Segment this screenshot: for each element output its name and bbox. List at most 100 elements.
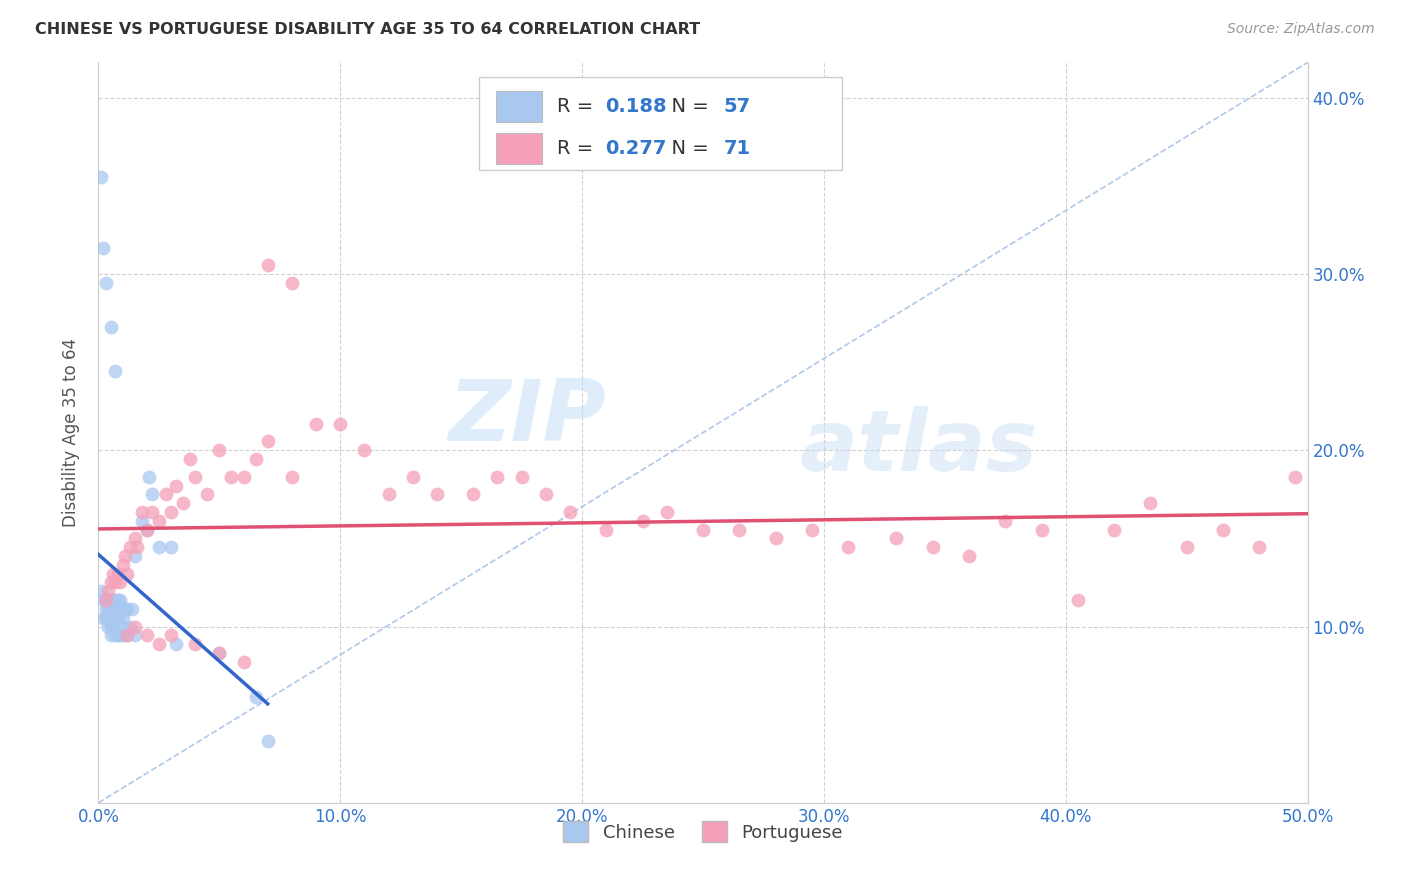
Text: N =: N = <box>659 97 716 116</box>
Point <box>1031 523 1053 537</box>
Legend: Chinese, Portuguese: Chinese, Portuguese <box>555 814 851 849</box>
Point <box>121 602 143 616</box>
Point <box>160 628 183 642</box>
Point <box>135 523 157 537</box>
Point <box>91 593 114 607</box>
Point <box>108 575 131 590</box>
Point <box>94 593 117 607</box>
Point <box>111 628 134 642</box>
Point <box>101 593 124 607</box>
Point <box>1102 523 1125 537</box>
Point <box>104 619 127 633</box>
Point <box>104 364 127 378</box>
Point <box>100 628 122 642</box>
Point <box>155 487 177 501</box>
Point <box>114 602 136 616</box>
Point <box>256 258 278 272</box>
Point <box>135 523 157 537</box>
Point <box>124 619 146 633</box>
Point <box>1249 540 1271 554</box>
Point <box>97 593 120 607</box>
Point <box>232 655 254 669</box>
Point <box>692 523 714 537</box>
Point <box>886 532 908 546</box>
Point <box>90 584 112 599</box>
Text: R =: R = <box>557 97 599 116</box>
Point <box>141 505 163 519</box>
Point <box>100 593 122 607</box>
Point <box>160 505 183 519</box>
Point <box>100 602 122 616</box>
Point <box>111 602 134 616</box>
Point <box>148 540 170 554</box>
Text: R =: R = <box>557 139 599 158</box>
Point <box>165 478 187 492</box>
Text: 57: 57 <box>724 97 751 116</box>
Text: 71: 71 <box>724 139 751 158</box>
Point <box>90 169 112 184</box>
Point <box>108 628 131 642</box>
Point <box>486 469 509 483</box>
Point <box>107 566 129 581</box>
Point <box>221 469 243 483</box>
Point <box>1284 469 1306 483</box>
Point <box>800 523 823 537</box>
Point <box>107 610 129 624</box>
Point <box>104 593 127 607</box>
Point <box>100 575 122 590</box>
Point <box>245 452 267 467</box>
Text: Source: ZipAtlas.com: Source: ZipAtlas.com <box>1227 22 1375 37</box>
Point <box>463 487 485 501</box>
Point <box>534 487 557 501</box>
Point <box>148 514 170 528</box>
Point <box>94 610 117 624</box>
Point <box>179 452 201 467</box>
Point <box>281 276 304 290</box>
Text: N =: N = <box>659 139 716 158</box>
Point <box>124 628 146 642</box>
Point <box>426 487 449 501</box>
Point <box>118 619 141 633</box>
Text: 0.277: 0.277 <box>605 139 666 158</box>
Point <box>104 628 127 642</box>
Point <box>124 549 146 563</box>
Point <box>117 628 139 642</box>
Point <box>184 469 207 483</box>
Point <box>101 602 124 616</box>
Point <box>165 637 187 651</box>
Point <box>107 628 129 642</box>
Point <box>184 637 207 651</box>
Point <box>97 584 120 599</box>
Point <box>353 443 375 458</box>
Point <box>208 646 231 660</box>
Point <box>108 593 131 607</box>
Point <box>1067 593 1090 607</box>
Point <box>377 487 399 501</box>
Point <box>131 514 153 528</box>
Point <box>957 549 980 563</box>
Y-axis label: Disability Age 35 to 64: Disability Age 35 to 64 <box>62 338 80 527</box>
Point <box>94 602 117 616</box>
Point <box>94 593 117 607</box>
Point <box>160 540 183 554</box>
Point <box>728 523 751 537</box>
Point <box>91 240 114 255</box>
Point <box>104 602 127 616</box>
Point <box>101 610 124 624</box>
Point <box>111 558 134 572</box>
Point <box>510 469 533 483</box>
Point <box>837 540 859 554</box>
Point <box>108 602 131 616</box>
Point <box>100 319 122 334</box>
Point <box>107 593 129 607</box>
Point <box>114 619 136 633</box>
FancyBboxPatch shape <box>496 91 543 122</box>
Point <box>94 276 117 290</box>
Point <box>124 532 146 546</box>
Point <box>91 610 114 624</box>
Point <box>281 469 304 483</box>
Point <box>1139 496 1161 510</box>
Point <box>256 734 278 748</box>
Point <box>1175 540 1198 554</box>
Point <box>1212 523 1234 537</box>
